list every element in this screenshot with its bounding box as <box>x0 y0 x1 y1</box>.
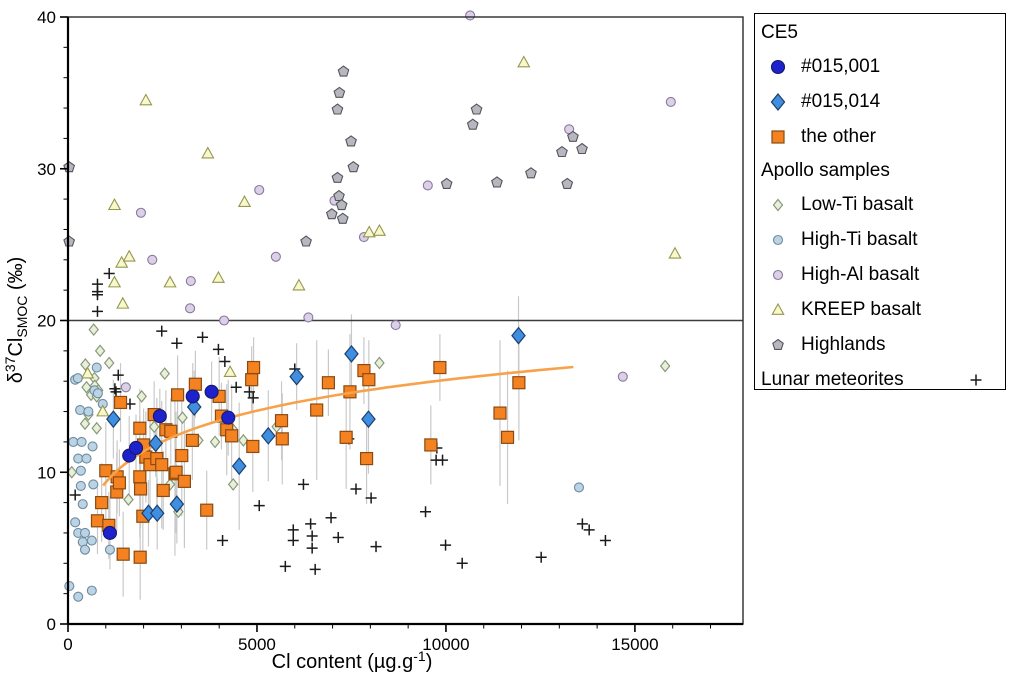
legend-item-015-014: #015,014 <box>761 84 999 119</box>
legend-group-title-ce5: CE5 <box>761 16 999 49</box>
svg-text:0: 0 <box>47 615 56 634</box>
svg-text:15000: 15000 <box>611 635 658 654</box>
kreep-basalt-marker-icon <box>761 299 795 321</box>
x-axis-title: Cl content (µg.g-1​) <box>272 648 433 673</box>
series-ce5-015-001 <box>102 384 236 541</box>
high-al-basalt-marker-icon <box>761 264 795 286</box>
legend-item-label: Highlands <box>801 333 886 355</box>
legend-item-label: High-Al basalt <box>801 263 920 285</box>
svg-text:30: 30 <box>37 160 56 179</box>
legend-item-highlands: Highlands <box>761 327 999 362</box>
legend-title-text: Apollo samples <box>761 159 890 181</box>
series-high-al-basalt <box>120 10 676 393</box>
legend-item-label: High-Ti basalt <box>801 228 918 250</box>
ce5-other-marker-icon <box>761 126 795 148</box>
legend-item-low-ti-basalt: Low-Ti basalt <box>761 187 999 222</box>
legend-item-label: the other <box>801 125 876 147</box>
legend-item-label: KREEP basalt <box>801 298 922 320</box>
legend-item-high-ti-basalt: High-Ti basalt <box>761 222 999 257</box>
highlands-marker-icon <box>761 334 795 356</box>
legend-item-kreep-basalt: KREEP basalt <box>761 292 999 327</box>
legend-item-label: #015,001 <box>801 55 881 77</box>
legend-box: CE5 #015,001 #015,014 the other Apollo s… <box>754 13 1006 390</box>
series-lunar-meteorites <box>69 267 611 575</box>
series-kreep-basalt <box>81 55 682 417</box>
ce5-015-001-marker-icon <box>761 56 795 78</box>
svg-text:5000: 5000 <box>238 635 276 654</box>
legend-group-title-apollo: Apollo samples <box>761 154 999 187</box>
series-ce5-other <box>90 360 526 564</box>
axis-ticks <box>60 16 711 632</box>
y-axis-title: δ37​ClSMOC​ (‰) <box>2 257 30 384</box>
series-ce5-015-014 <box>106 326 526 523</box>
legend-item-label: Low-Ti basalt <box>801 193 914 215</box>
series-highlands <box>63 65 588 247</box>
legend-title-text: Lunar meteorites <box>761 368 904 390</box>
lunar-meteorites-marker-icon <box>955 369 999 391</box>
high-ti-basalt-marker-icon <box>761 229 795 251</box>
svg-text:20: 20 <box>37 312 56 331</box>
legend-item-the-other: the other <box>761 119 999 154</box>
ce5-015-014-marker-icon <box>761 91 795 113</box>
svg-text:40: 40 <box>37 8 56 27</box>
legend-item-lunar-meteorites: Lunar meteorites <box>761 362 999 397</box>
svg-text:10000: 10000 <box>422 635 469 654</box>
y-tick-labels: 0 10 20 30 40 <box>37 8 56 634</box>
low-ti-basalt-marker-icon <box>761 194 795 216</box>
series-high-ti-basalt <box>64 362 585 602</box>
legend-item-high-al-basalt: High-Al basalt <box>761 257 999 292</box>
legend-title-text: CE5 <box>761 21 798 43</box>
x-tick-labels: 0 5000 10000 15000 <box>63 635 658 654</box>
error-bars <box>96 296 520 600</box>
svg-text:0: 0 <box>63 635 72 654</box>
legend-item-label: #015,014 <box>801 90 881 112</box>
trend-curve <box>102 365 574 487</box>
legend-item-015-001: #015,001 <box>761 49 999 84</box>
svg-text:10: 10 <box>37 463 56 482</box>
